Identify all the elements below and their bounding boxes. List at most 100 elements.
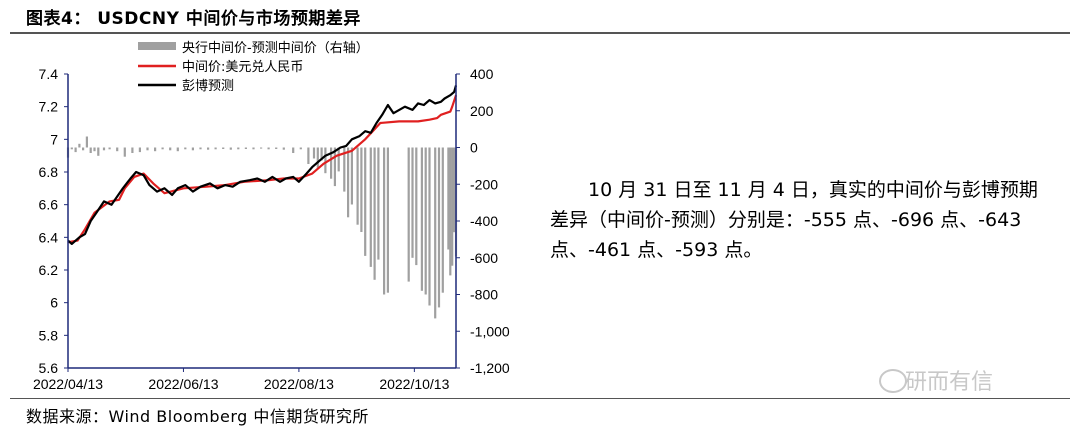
diff-bar xyxy=(434,147,437,319)
fixing-line xyxy=(67,94,458,244)
diff-bar xyxy=(275,147,278,149)
diff-bar xyxy=(350,147,353,205)
diff-bar xyxy=(424,147,427,295)
diff-bar xyxy=(74,147,77,153)
diff-bar xyxy=(316,147,319,168)
left-tick-label: 5.8 xyxy=(39,327,59,343)
left-tick-label: 7.2 xyxy=(39,99,59,115)
right-tick-label: -600 xyxy=(470,250,498,266)
diff-bar xyxy=(337,147,340,172)
diff-bar xyxy=(356,147,359,225)
diff-bar xyxy=(320,147,323,161)
diff-bar xyxy=(184,147,187,150)
diff-bar xyxy=(330,147,333,179)
diff-bar xyxy=(407,147,410,282)
commentary-text: 10 月 31 日至 11 月 4 日，真实的中间价与彭博预期差异（中间价-预测… xyxy=(550,179,1038,261)
diff-bar xyxy=(447,147,450,250)
diff-bar xyxy=(93,147,96,152)
diff-bar xyxy=(97,147,100,156)
diff-bar xyxy=(191,147,194,151)
diff-bar xyxy=(229,147,232,150)
figure-title: 图表4： USDCNY 中间价与市场预期差异 xyxy=(26,9,361,29)
diff-bar xyxy=(267,147,270,150)
diff-bar xyxy=(207,147,210,150)
legend-swatch-bar xyxy=(138,42,176,50)
x-tick-label: 2022/06/13 xyxy=(148,376,218,392)
left-tick-label: 7.4 xyxy=(39,66,59,82)
diff-bar xyxy=(369,147,372,267)
diff-bar xyxy=(415,147,418,266)
diff-bar xyxy=(123,147,126,157)
legend-label: 央行中间价-预测中间价（右轴） xyxy=(182,41,369,56)
right-tick-label: 400 xyxy=(470,66,494,82)
x-tick-label: 2022/08/13 xyxy=(264,376,334,392)
wechat-icon xyxy=(879,369,907,393)
diff-bar xyxy=(364,147,367,256)
right-tick-label: -1,200 xyxy=(470,360,510,376)
diff-bar xyxy=(70,147,73,150)
diff-bar xyxy=(146,147,149,151)
diff-bar xyxy=(85,136,88,148)
source-note: 数据来源：Wind Bloomberg 中信期货研究所 xyxy=(26,407,369,426)
left-tick-label: 7 xyxy=(50,131,58,147)
left-tick-label: 5.6 xyxy=(39,360,59,376)
watermark: 研而有信 xyxy=(905,370,994,395)
diff-bar xyxy=(214,147,217,150)
diff-bar xyxy=(199,147,202,150)
diff-bar xyxy=(377,147,380,260)
diff-bar xyxy=(420,147,423,291)
diff-bar xyxy=(441,147,444,293)
axes: 5.6 5.8 6 6.2 6.4 6.6 6.8 7 7.2 7.4 -1,200 -1,000 -8… xyxy=(33,66,510,392)
diff-bar xyxy=(169,147,172,151)
diff-bar xyxy=(222,147,225,149)
diff-bar xyxy=(82,147,85,151)
right-tick-label: 200 xyxy=(470,103,494,119)
x-tick-label: 2022/04/13 xyxy=(33,376,103,392)
diff-bar xyxy=(108,147,111,150)
diff-bar xyxy=(324,147,327,174)
diff-bar xyxy=(360,147,363,232)
diff-bar xyxy=(347,147,350,218)
series-lines xyxy=(67,85,458,245)
diff-bar xyxy=(102,147,106,151)
diff-bar xyxy=(260,147,263,149)
left-tick-label: 6.2 xyxy=(39,262,59,278)
chart: 5.6 5.8 6 6.2 6.4 6.6 6.8 7 7.2 7.4 -1,200 -1,000 -8… xyxy=(33,41,510,392)
diff-bar xyxy=(333,147,336,187)
diff-bar xyxy=(89,147,92,153)
right-tick-label: 0 xyxy=(470,140,478,156)
diff-bar xyxy=(138,147,141,153)
diff-bar xyxy=(292,147,295,153)
diff-bar xyxy=(282,147,285,150)
right-tick-label: -800 xyxy=(470,287,498,303)
diff-bar xyxy=(411,147,414,258)
diff-bar xyxy=(161,147,164,150)
diff-bar xyxy=(299,147,302,150)
right-tick-label: -400 xyxy=(470,213,498,229)
diff-bar xyxy=(312,147,316,159)
top-rule xyxy=(10,32,1070,34)
legend-label: 彭博预测 xyxy=(182,79,234,94)
diff-bar xyxy=(154,147,157,152)
left-tick-label: 6.8 xyxy=(39,164,59,180)
legend-label: 中间价:美元兑人民币 xyxy=(182,60,303,75)
diff-bar xyxy=(343,147,346,192)
diff-bar xyxy=(428,147,431,306)
diff-bar xyxy=(453,147,456,233)
diff-bar xyxy=(373,147,376,280)
diff-bar xyxy=(307,147,310,164)
diff-bar xyxy=(244,147,247,149)
diff-bar xyxy=(176,147,179,152)
left-tick-label: 6 xyxy=(50,295,58,311)
diff-bar xyxy=(437,147,441,308)
right-tick-label: -1,000 xyxy=(470,323,510,339)
diff-bar xyxy=(386,147,389,293)
diff-bar xyxy=(449,147,452,276)
right-tick-label: -200 xyxy=(470,176,498,192)
diff-bar xyxy=(383,147,386,295)
diff-bar xyxy=(237,147,240,150)
diff-bars xyxy=(66,136,458,319)
diff-bar xyxy=(252,147,255,150)
diff-bar xyxy=(131,147,134,153)
